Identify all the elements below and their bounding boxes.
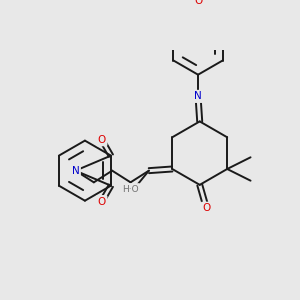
Text: O: O: [202, 203, 211, 213]
Text: O: O: [194, 0, 202, 6]
Text: O: O: [98, 196, 106, 207]
Text: H·O: H·O: [122, 184, 139, 194]
Text: N: N: [194, 92, 202, 101]
Text: N: N: [72, 166, 79, 176]
Text: O: O: [98, 135, 106, 145]
